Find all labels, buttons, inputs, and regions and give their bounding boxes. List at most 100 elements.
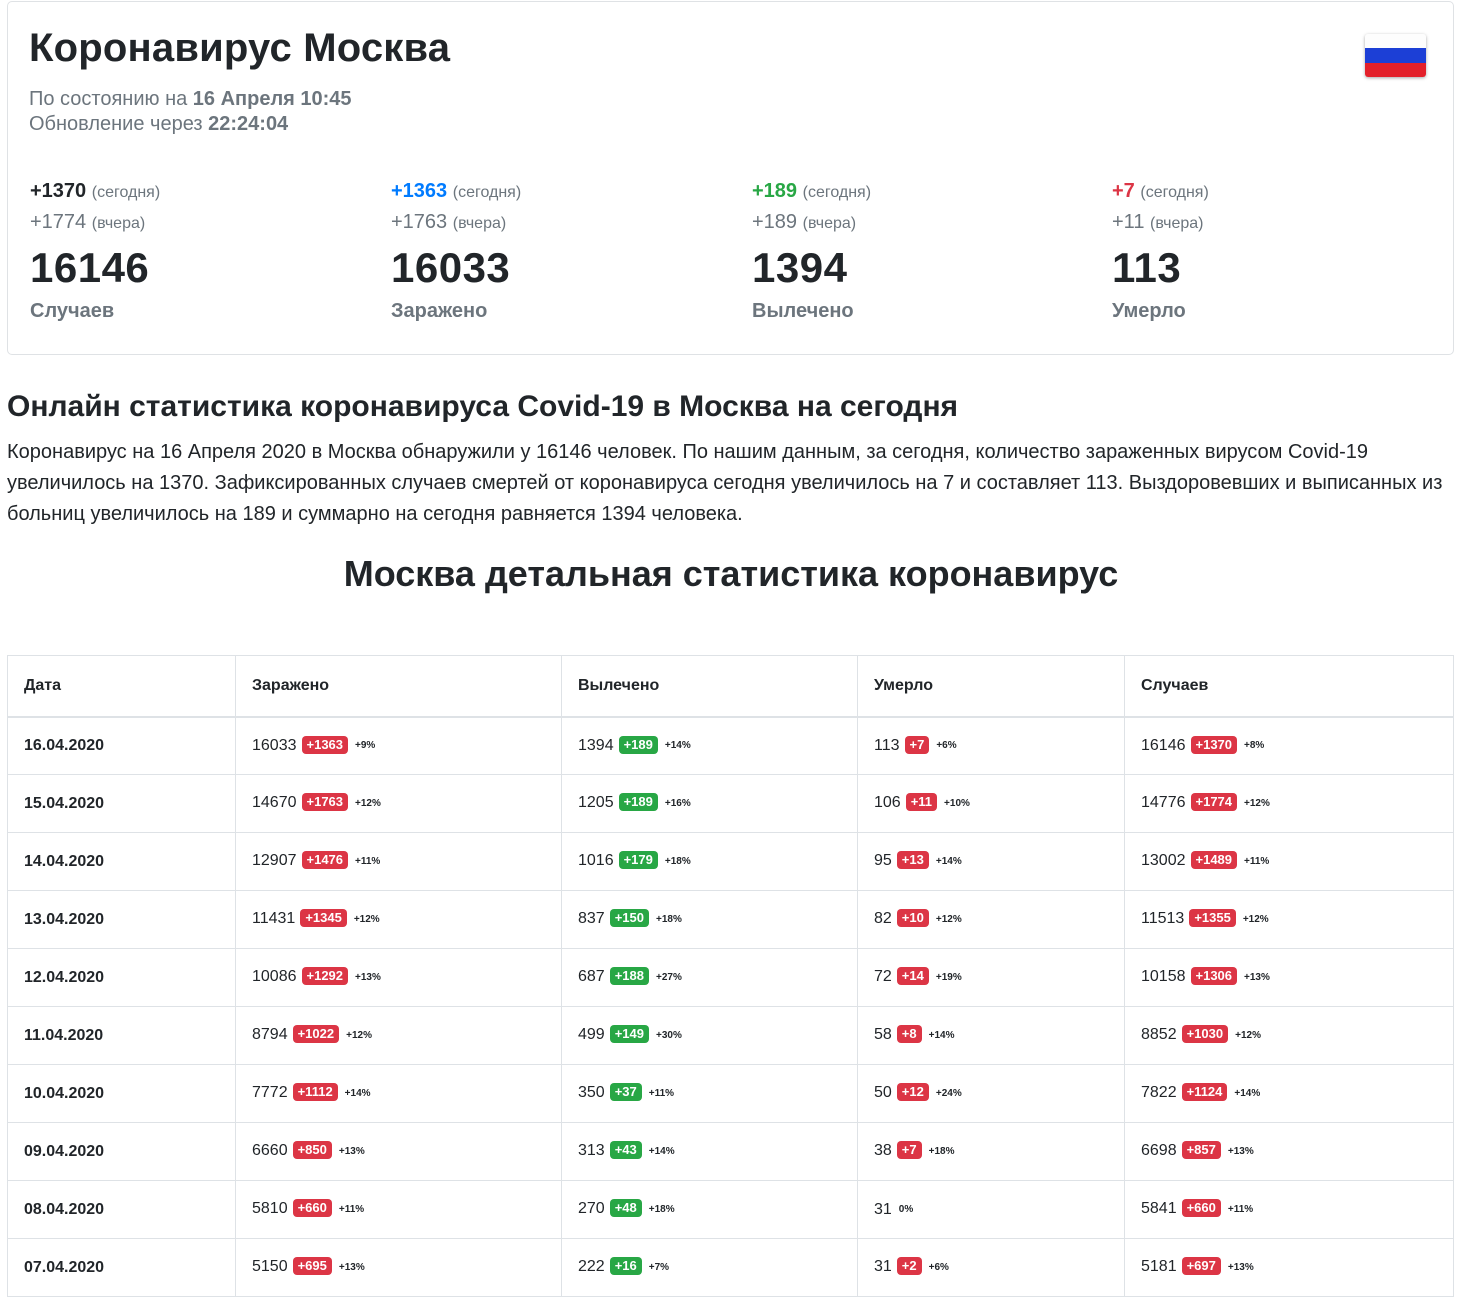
stat-today-value: +7 [1112,180,1135,202]
died-value: 31 [874,1200,892,1218]
cell-date: 12.04.2020 [7,948,236,1007]
cell-infected: 8794 +1022 +12% [235,1006,562,1065]
infected-percent: +12% [355,797,381,809]
stat-recovered: +189 (сегодня) +189 (вчера) 1394 Вылечен… [752,180,1092,323]
infected-delta-badge: +1292 [301,967,349,986]
cell-cases: 16146 +1370 +8% [1124,716,1454,775]
cell-date: 13.04.2020 [7,890,236,949]
update-prefix: Обновление через [29,113,209,135]
cases-value: 8852 [1141,1026,1177,1044]
cases-value: 16146 [1141,736,1186,754]
cases-delta-badge: +1306 [1190,967,1238,986]
infected-value: 8794 [252,1026,288,1044]
cell-infected: 5810 +660 +11% [235,1180,562,1239]
died-value: 95 [874,852,892,870]
cases-percent: +11% [1227,1203,1254,1215]
stat-total: 16146 [30,244,150,291]
stat-died: +7 (сегодня) +11 (вчера) 113 Умерло [1112,180,1452,323]
cases-delta-badge: +1774 [1190,793,1238,812]
infected-delta-badge: +1363 [301,735,349,754]
stat-total: 16033 [391,244,511,291]
cases-delta-badge: +697 [1181,1257,1221,1276]
stat-today-value: +1363 [391,180,448,202]
table-row: 15.04.2020 14670 +1763 +12% 1205 +189 +16% 106 +… [7,774,1454,833]
stat-name: Умерло [1112,300,1186,322]
infected-value: 12907 [252,852,297,870]
cases-value: 5841 [1141,1200,1177,1218]
header-cases[interactable]: Случаев [1124,655,1454,718]
cell-recovered: 270 +48 +18% [561,1180,858,1239]
cases-value: 7822 [1141,1084,1177,1102]
recovered-delta-badge: +150 [609,909,649,928]
recovered-percent: +30% [656,1029,682,1041]
cases-percent: +12% [1244,797,1270,809]
infected-delta-badge: +1476 [301,851,349,870]
died-percent: +14% [935,855,962,867]
infected-value: 11431 [252,910,296,928]
cell-died: 38 +7 +18% [857,1122,1125,1181]
stat-today-value: +1370 [30,180,87,202]
cell-cases: 8852 +1030 +12% [1124,1006,1454,1065]
header-date[interactable]: Дата [7,655,236,718]
summary-card: Коронавирус Москва По состоянию на 16 Ап… [7,1,1454,355]
stat-name: Случаев [30,300,115,322]
infected-delta-badge: +660 [292,1199,332,1218]
cases-percent: +13% [1227,1261,1254,1273]
cell-cases: 11513 +1355 +12% [1124,890,1454,949]
stat-yesterday-value: +11 [1112,211,1145,233]
cell-infected: 6660 +850 +13% [235,1122,562,1181]
stat-today: +1370 (сегодня) [30,180,370,208]
update-line: Обновление через 22:24:04 [29,112,352,137]
cell-infected: 11431 +1345 +12% [235,890,562,949]
cell-date: 09.04.2020 [7,1122,236,1181]
infected-percent: +13% [338,1145,365,1157]
cell-date: 07.04.2020 [7,1238,236,1297]
infected-percent: +11% [338,1203,365,1215]
stat-yesterday-label: (вчера) [452,215,507,232]
died-percent: +18% [928,1145,955,1157]
cell-died: 106 +11 +10% [857,774,1125,833]
recovered-percent: +16% [664,797,691,809]
cell-died: 31 +2 +6% [857,1238,1125,1297]
cell-cases: 5841 +660 +11% [1124,1180,1454,1239]
cases-percent: +13% [1244,971,1270,983]
recovered-delta-badge: +43 [609,1141,642,1160]
cell-died: 82 +10 +12% [857,890,1125,949]
died-delta-badge: +13 [896,851,929,870]
russia-flag-icon[interactable] [1365,34,1426,77]
cell-cases: 14776 +1774 +12% [1124,774,1454,833]
infected-value: 5150 [252,1258,288,1276]
died-percent: +10% [944,797,970,809]
cases-delta-badge: +1030 [1181,1025,1229,1044]
infected-delta-badge: +695 [292,1257,332,1276]
cell-infected: 7772 +1112 +14% [235,1064,562,1123]
header-died[interactable]: Умерло [857,655,1125,718]
table-row: 10.04.2020 7772 +1112 +14% 350 +37 +11% 50 +12 +2… [7,1064,1454,1123]
infected-value: 5810 [252,1200,288,1218]
died-percent: +6% [928,1261,949,1273]
table-row: 14.04.2020 12907 +1476 +11% 1016 +179 +18% 95 +1… [7,832,1454,891]
cases-value: 11513 [1141,910,1185,928]
infected-percent: +12% [346,1029,372,1041]
stat-total: 113 [1112,244,1182,291]
cell-infected: 5150 +695 +13% [235,1238,562,1297]
stat-yesterday-label: (вчера) [91,215,146,232]
died-value: 72 [874,968,892,986]
died-delta-badge: +11 [905,793,938,812]
header-recovered[interactable]: Вылечено [561,655,858,718]
recovered-delta-badge: +37 [609,1083,642,1102]
table-heading: Москва детальная статистика коронавирус [343,553,1119,594]
cases-percent: +11% [1244,855,1270,867]
header-infected[interactable]: Заражено [235,655,562,718]
section-paragraph: Коронавирус на 16 Апреля 2020 в Москва о… [7,441,1443,525]
recovered-percent: +18% [648,1203,675,1215]
recovered-percent: +18% [664,855,691,867]
cell-recovered: 837 +150 +18% [561,890,858,949]
died-delta-badge: +7 [896,1141,922,1160]
died-percent: +14% [928,1029,955,1041]
page-title: Коронавирус Москва [29,26,451,70]
cell-recovered: 687 +188 +27% [561,948,858,1007]
stat-today-label: (сегодня) [1140,184,1209,201]
stat-yesterday-value: +1774 [30,211,87,233]
died-percent: +19% [935,971,962,983]
